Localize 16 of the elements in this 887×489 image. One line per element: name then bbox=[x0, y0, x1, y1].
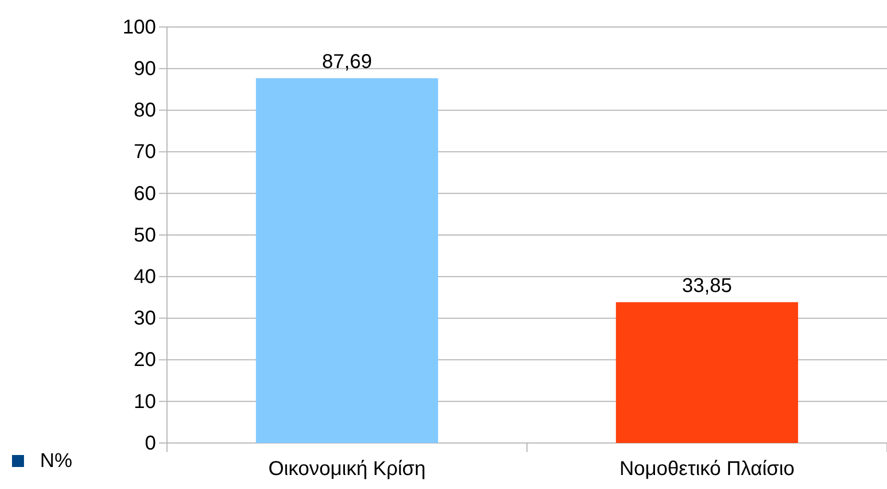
y-tick-label: 10 bbox=[134, 390, 156, 413]
text: N% bbox=[40, 450, 72, 472]
y-tick-label: 20 bbox=[134, 349, 156, 372]
data-label: 87,69 bbox=[322, 51, 372, 74]
y-tick-label: 80 bbox=[134, 100, 156, 122]
y-tick-label: 50 bbox=[134, 224, 156, 246]
x-tick-label: Νομοθετικό Πλαίσιο bbox=[619, 458, 795, 480]
x-tick-label: Οικονομική Κρίση bbox=[268, 458, 426, 480]
y-tick-label: 100 bbox=[122, 16, 156, 38]
y-tick-label: 60 bbox=[134, 182, 156, 205]
data-label: 33,85 bbox=[682, 275, 732, 298]
y-tick-label: 90 bbox=[134, 58, 156, 80]
y-tick-label: 30 bbox=[134, 308, 156, 330]
y-tick-label: 0 bbox=[144, 432, 156, 454]
y-tick-label: 70 bbox=[134, 141, 156, 164]
y-tick-label: 40 bbox=[134, 266, 156, 288]
